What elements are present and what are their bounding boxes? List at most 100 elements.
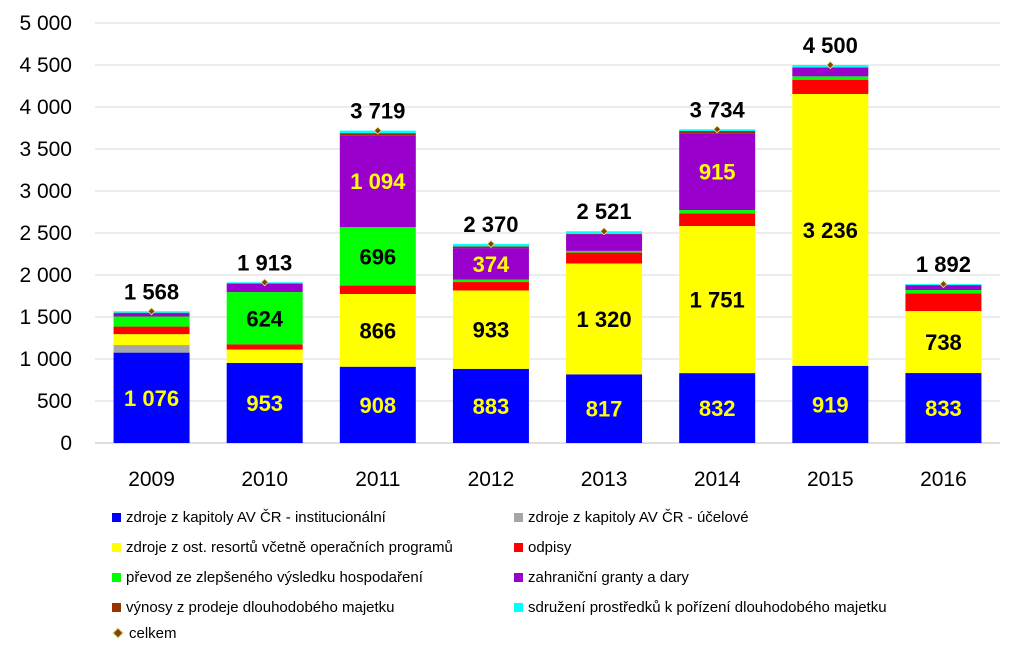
legend-item-prevod: převod ze zlepšeného výsledku hospodařen… xyxy=(112,566,423,588)
bar-segment xyxy=(226,292,303,345)
legend-swatch xyxy=(514,602,523,612)
bar-segment xyxy=(339,293,416,367)
x-tick-label: 2013 xyxy=(581,468,628,491)
segment-data-label: 832 xyxy=(699,396,736,421)
legend-item-odpisy: odpisy xyxy=(514,536,571,558)
y-tick-label: 4 000 xyxy=(19,96,72,119)
bar-segment xyxy=(566,263,643,375)
bar-segment xyxy=(905,373,982,443)
legend-swatch xyxy=(112,602,121,612)
legend-item-ost-resorty: zdroje z ost. resortů včetně operačních … xyxy=(112,536,453,558)
legend-item-institucionalni: zdroje z kapitoly AV ČR - institucionáln… xyxy=(112,506,386,528)
bar-segment xyxy=(905,311,982,374)
bar-segment xyxy=(226,283,303,293)
y-tick-label: 2 000 xyxy=(19,264,72,287)
segment-data-label: 1 320 xyxy=(577,307,632,332)
segment-data-label: 919 xyxy=(812,392,849,417)
x-tick-label: 2009 xyxy=(128,468,175,491)
segment-data-label: 866 xyxy=(359,318,396,343)
bar-segment xyxy=(452,279,529,283)
y-tick-label: 3 000 xyxy=(19,180,72,203)
y-tick-label: 3 500 xyxy=(19,138,72,161)
total-marker xyxy=(826,60,835,70)
segment-data-label: 908 xyxy=(359,393,396,418)
bar-segment xyxy=(566,234,643,251)
segment-data-label: 3 236 xyxy=(803,218,858,243)
bar-segment xyxy=(113,345,190,353)
bar-segment xyxy=(566,252,643,264)
bar-segment xyxy=(226,349,303,363)
segment-data-label: 1 076 xyxy=(124,386,179,411)
bar-segment xyxy=(792,365,869,443)
segment-data-label: 915 xyxy=(699,160,736,185)
legend-label: sdružení prostředků k pořízení dlouhodob… xyxy=(528,598,887,616)
total-data-label: 3 734 xyxy=(690,97,746,122)
legend-label: převod ze zlepšeného výsledku hospodařen… xyxy=(126,568,423,586)
bar-segment xyxy=(339,227,416,286)
legend-label: zdroje z ost. resortů včetně operačních … xyxy=(126,538,453,556)
y-tick-label: 4 500 xyxy=(19,54,72,77)
legend-label: výnosy z prodeje dlouhodobého majetku xyxy=(126,598,395,616)
bar-segment xyxy=(905,290,982,294)
legend-swatch xyxy=(112,572,121,582)
bar-segment xyxy=(792,76,869,80)
total-marker xyxy=(147,307,156,316)
total-marker xyxy=(713,125,722,134)
bar-segment xyxy=(339,285,416,294)
segment-data-label: 933 xyxy=(473,318,510,343)
total-markers: 1 568 1 913 3 719 2 370 2 521 3 734 4 500 1 892 xyxy=(124,33,971,316)
legend-item-celkem: celkem xyxy=(112,622,177,644)
total-data-label: 1 913 xyxy=(237,250,292,275)
legend-item-sdruzeni: sdružení prostředků k pořízení dlouhodob… xyxy=(514,596,887,618)
x-tick-label: 2014 xyxy=(694,468,741,491)
bar-segment xyxy=(113,316,190,327)
y-tick-label: 0 xyxy=(60,432,72,455)
bar-segment xyxy=(113,352,190,443)
legend-label: zdroje z kapitoly AV ČR - institucionáln… xyxy=(126,508,386,526)
bar-segment xyxy=(566,250,643,253)
bar-segment xyxy=(452,368,529,443)
segment-data-label: 738 xyxy=(925,330,962,355)
bar-segment xyxy=(226,344,303,350)
total-marker xyxy=(373,126,382,135)
legend-item-ucelove: zdroje z kapitoly AV ČR - účelové xyxy=(514,506,749,528)
total-data-label: 3 719 xyxy=(350,99,405,124)
total-marker xyxy=(486,239,496,248)
x-tick-label: 2010 xyxy=(241,468,288,491)
segment-data-label: 953 xyxy=(246,391,283,416)
bar-segment xyxy=(679,213,756,227)
legend-swatch xyxy=(514,512,523,522)
bar-segment xyxy=(679,210,756,214)
total-data-label: 4 500 xyxy=(803,33,858,58)
stacked-bar-chart: 0 500 1 000 1 500 2 000 2 500 3 000 3 500 4 000 4… xyxy=(19,12,1000,491)
legend-item-vynosy: výnosy z prodeje dlouhodobého majetku xyxy=(112,596,395,618)
bar-segment xyxy=(792,79,869,94)
bar-segment xyxy=(113,334,190,346)
total-data-label: 1 892 xyxy=(916,252,971,277)
legend-label: odpisy xyxy=(528,538,572,556)
x-tick-label: 2016 xyxy=(920,468,967,491)
segment-data-label: 817 xyxy=(586,397,623,422)
y-tick-label: 2 500 xyxy=(19,222,72,245)
legend-swatch xyxy=(112,512,121,522)
legend-swatch xyxy=(514,542,523,552)
legend-swatch xyxy=(514,572,523,582)
segment-data-label: 1 751 xyxy=(690,288,745,313)
legend-label: zdroje z kapitoly AV ČR - účelové xyxy=(528,508,749,526)
bar-segment xyxy=(113,326,190,335)
legend-label: zahraniční granty a dary xyxy=(528,568,689,586)
bar-segment xyxy=(452,282,529,291)
y-tick-label: 5 000 xyxy=(19,12,72,35)
segment-data-label: 883 xyxy=(473,394,510,419)
segment-data-label: 624 xyxy=(246,306,283,331)
bar-segment xyxy=(679,373,756,443)
y-axis: 0 500 1 000 1 500 2 000 2 500 3 000 3 500 4 000 4… xyxy=(19,12,72,455)
y-tick-label: 1 000 xyxy=(19,348,72,371)
x-tick-label: 2012 xyxy=(468,468,515,491)
diamond-marker-icon xyxy=(112,627,124,639)
x-axis: 2009 2010 2011 2012 2013 2014 2015 2016 xyxy=(128,468,967,491)
y-tick-label: 1 500 xyxy=(19,306,72,329)
x-tick-label: 2015 xyxy=(807,468,854,491)
bar-segment xyxy=(226,362,303,443)
segment-data-label: 833 xyxy=(925,396,962,421)
